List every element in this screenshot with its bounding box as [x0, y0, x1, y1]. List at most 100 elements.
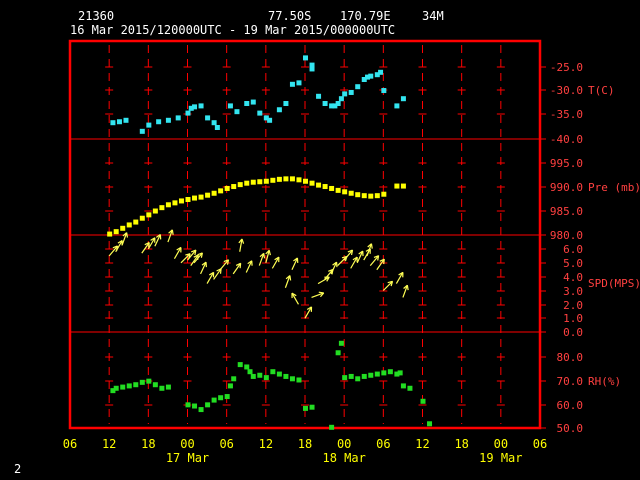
- pres-point: [218, 188, 224, 194]
- wind-arrow: [330, 261, 338, 275]
- temp-point: [355, 84, 361, 90]
- y-tick-label: -35.0: [550, 108, 583, 121]
- pres-point: [205, 192, 211, 198]
- y-tick-label: 70.0: [557, 375, 584, 388]
- y-tick-label: 60.0: [557, 399, 584, 412]
- temp-point: [378, 69, 384, 75]
- temp-point: [316, 93, 322, 99]
- pres-point: [400, 183, 406, 189]
- rh-point: [159, 385, 165, 391]
- temp-point: [348, 89, 354, 95]
- pres-point: [146, 212, 152, 218]
- rh-point: [165, 384, 171, 390]
- y-tick-label: 4.0: [563, 271, 583, 284]
- y-tick-label: 2.0: [563, 299, 583, 312]
- rh-point: [113, 385, 119, 391]
- y-tick-label: 1.0: [563, 312, 583, 325]
- x-tick-label: 00: [494, 437, 508, 451]
- pres-point: [289, 176, 295, 182]
- x-tick-label: 12: [415, 437, 429, 451]
- rh-point: [329, 424, 335, 430]
- wind-arrow: [304, 306, 313, 319]
- rh-point: [296, 377, 302, 383]
- pres-point: [120, 225, 126, 231]
- rh-point: [303, 405, 308, 411]
- x-tick-label: 00: [180, 437, 194, 451]
- rh-point: [133, 382, 139, 388]
- temp-point: [361, 77, 367, 82]
- x-tick-label: 06: [219, 437, 233, 451]
- temp-point: [329, 103, 335, 109]
- station-longitude: 170.79E: [340, 9, 391, 23]
- wind-arrow: [317, 276, 330, 285]
- pres-point: [139, 215, 145, 221]
- wind-arrow: [271, 256, 280, 269]
- page-number: 2: [14, 462, 22, 476]
- rh-point: [276, 371, 282, 377]
- x-day-label: 17 Mar: [166, 451, 209, 465]
- temp-point: [335, 101, 341, 106]
- temp-point: [234, 109, 240, 115]
- pres-point: [335, 187, 341, 193]
- panel-label-temp: T(C): [588, 84, 615, 97]
- x-day-label: 19 Mar: [479, 451, 522, 465]
- temp-point: [309, 62, 315, 68]
- y-tick-label: 0.0: [563, 326, 583, 339]
- wind-arrow: [245, 260, 253, 273]
- pres-point: [185, 197, 191, 202]
- rh-point: [283, 373, 289, 379]
- rh-point: [361, 373, 367, 379]
- panel-label-rh: RH(%): [588, 375, 621, 388]
- temp-point: [139, 128, 145, 134]
- x-tick-label: 18: [454, 437, 468, 451]
- pres-point: [178, 198, 184, 204]
- station-elevation: 34M: [422, 9, 444, 23]
- wind-arrow: [366, 243, 373, 257]
- pres-point: [361, 193, 367, 199]
- rh-point: [237, 362, 243, 368]
- temp-point: [394, 103, 400, 109]
- pres-point: [107, 231, 113, 237]
- pres-point: [224, 185, 230, 191]
- pres-point: [381, 191, 387, 197]
- temp-point: [188, 105, 194, 111]
- temp-point: [342, 91, 348, 97]
- rh-point: [257, 372, 263, 378]
- pres-point: [276, 176, 282, 182]
- temp-point: [110, 120, 116, 126]
- temp-point: [303, 55, 308, 61]
- pres-point: [322, 184, 328, 190]
- rh-point: [126, 383, 132, 389]
- station-id: 21360: [78, 9, 115, 23]
- temp-point: [296, 80, 302, 86]
- temp-point: [123, 117, 129, 123]
- rh-point: [342, 375, 348, 381]
- pres-point: [394, 183, 400, 189]
- temp-point: [374, 72, 380, 78]
- wind-arrow: [350, 256, 358, 269]
- rh-point: [218, 395, 224, 401]
- x-tick-label: 00: [337, 437, 351, 451]
- station-latitude: 77.50S: [268, 9, 312, 23]
- x-tick-label: 06: [376, 437, 390, 451]
- pres-point: [237, 182, 243, 188]
- pres-point: [329, 185, 335, 191]
- temp-point: [146, 122, 152, 128]
- temp-point: [263, 115, 269, 121]
- wind-arrow: [258, 252, 266, 266]
- rh-point: [110, 388, 116, 394]
- panel-label-wind: SPD(MPS): [588, 277, 640, 290]
- rh-point: [205, 402, 211, 408]
- time-range: 16 Mar 2015/120000UTC - 19 Mar 2015/0000…: [70, 23, 396, 37]
- pres-point: [257, 179, 263, 185]
- pres-point: [133, 219, 139, 225]
- wind-arrow: [206, 271, 215, 284]
- wind-arrow: [311, 291, 325, 298]
- pres-point: [316, 182, 322, 188]
- rh-point: [397, 370, 403, 376]
- rh-point: [185, 402, 191, 408]
- pres-point: [113, 229, 119, 235]
- rh-point: [250, 373, 256, 379]
- wind-arrow: [238, 238, 245, 252]
- panel-label-pres: Pre (mb): [588, 181, 640, 194]
